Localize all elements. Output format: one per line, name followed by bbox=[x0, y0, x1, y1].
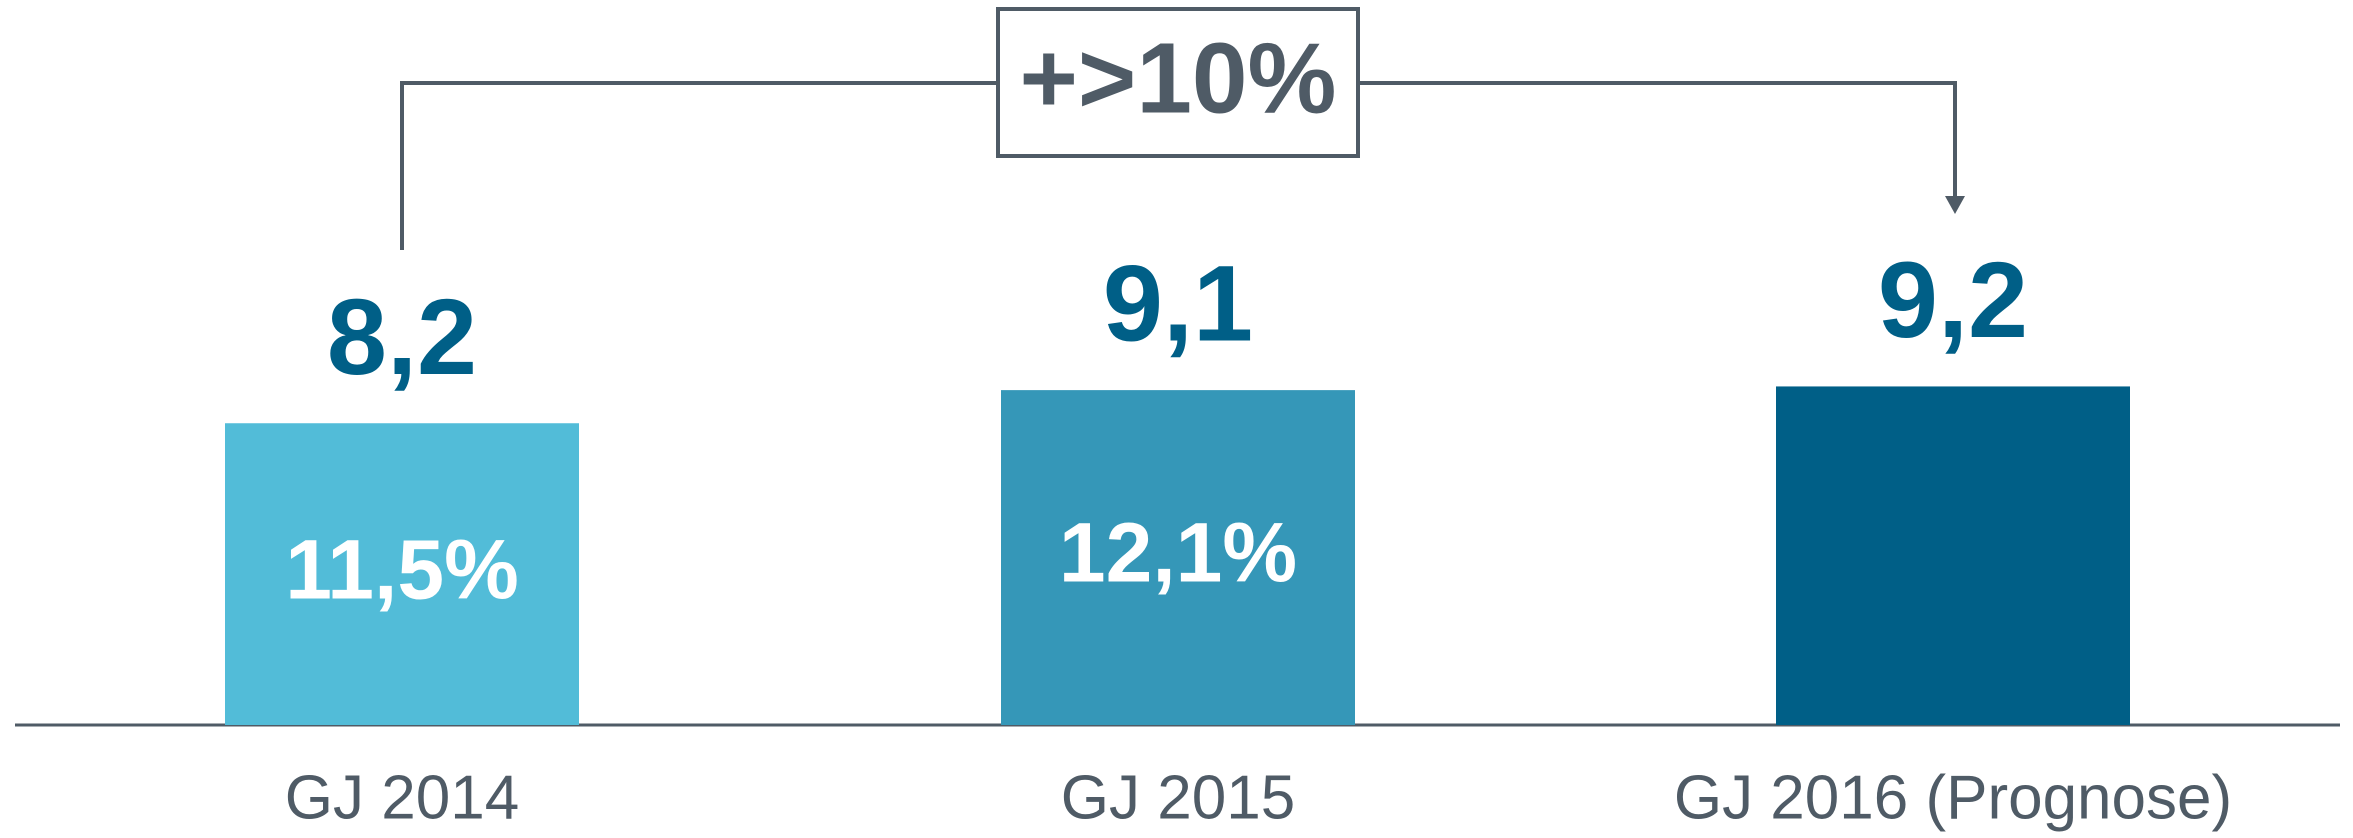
bar bbox=[1001, 390, 1355, 725]
annotation-box bbox=[996, 7, 1360, 158]
value-label: 9,2 bbox=[1878, 239, 2028, 360]
bracket-right bbox=[1358, 81, 1957, 200]
bar bbox=[225, 423, 579, 725]
x-tick-label: GJ 2015 bbox=[1061, 763, 1295, 832]
annotation: +>10% bbox=[1020, 22, 1337, 134]
margin-label: 12,1% bbox=[1059, 506, 1297, 600]
value-label: 9,1 bbox=[1103, 243, 1253, 364]
bar bbox=[1776, 386, 2130, 725]
margin-label: 11,5% bbox=[285, 522, 519, 616]
x-tick-label: GJ 2016 (Prognose) bbox=[1674, 763, 2232, 832]
arrow-head bbox=[1945, 196, 1965, 214]
x-tick-label: GJ 2014 bbox=[285, 763, 519, 832]
bracket-left bbox=[400, 81, 998, 250]
growth-bracket bbox=[400, 81, 1957, 250]
value-label: 8,2 bbox=[327, 276, 477, 397]
